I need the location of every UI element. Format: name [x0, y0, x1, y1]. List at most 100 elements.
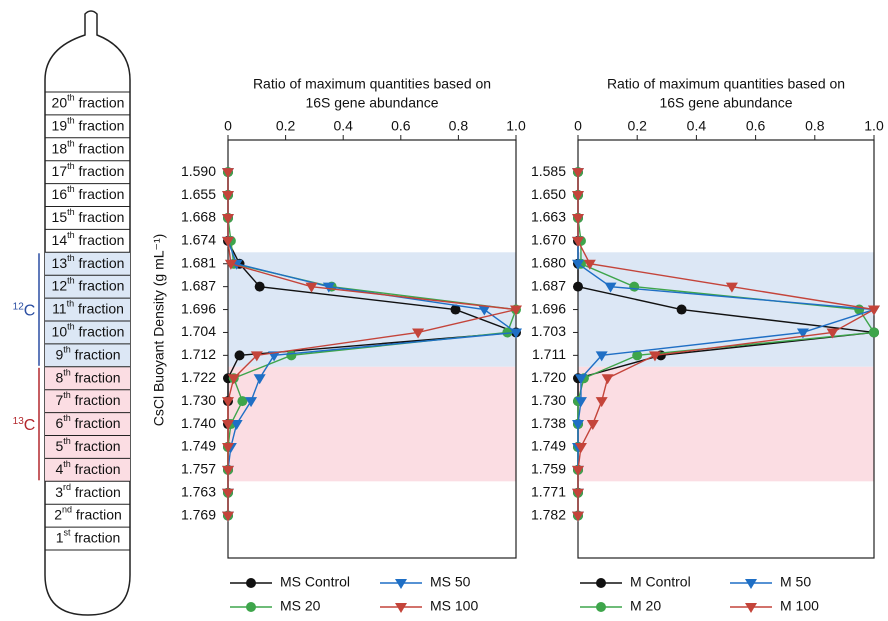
legend-marker	[745, 579, 757, 589]
y-tick-label: 1.687	[181, 277, 216, 293]
point	[572, 191, 584, 202]
fraction-number: 19	[52, 117, 68, 133]
fraction-suffix: st	[63, 528, 71, 538]
point	[254, 281, 265, 292]
fraction-label: 10th fraction	[52, 322, 125, 339]
point	[572, 259, 584, 270]
point	[222, 397, 234, 408]
point	[237, 396, 248, 407]
point	[222, 488, 234, 499]
fraction-label: 20th fraction	[52, 93, 125, 110]
legend-marker	[395, 603, 407, 613]
y-tick-label: 1.757	[181, 461, 216, 477]
point	[595, 397, 608, 408]
fraction-word: fraction	[78, 300, 124, 316]
y-tick-label: 1.711	[532, 346, 566, 362]
y-tick-label: 1.738	[531, 415, 566, 431]
point	[572, 213, 584, 224]
point	[322, 282, 335, 293]
point	[510, 328, 522, 339]
fraction-word: fraction	[75, 392, 121, 408]
plot-frame	[577, 139, 875, 559]
point	[629, 281, 640, 292]
legend-label: MS 20	[280, 598, 321, 614]
fraction-word: fraction	[76, 506, 122, 522]
point	[572, 168, 584, 179]
fraction-suffix: th	[67, 207, 75, 217]
y-tick-label: 1.674	[181, 232, 216, 248]
legend-label: MS Control	[280, 574, 350, 590]
fraction-label: 5th fraction	[55, 436, 120, 453]
fraction-suffix: th	[67, 253, 75, 263]
fraction-label: 6th fraction	[55, 413, 120, 430]
legend-label: M Control	[630, 574, 691, 590]
legend-marker	[395, 579, 407, 589]
fraction-word: fraction	[75, 369, 121, 385]
fraction-word: fraction	[75, 438, 121, 454]
y-tick-label: 1.769	[181, 506, 216, 522]
y-tick-label: 1.703	[531, 323, 566, 339]
y-tick-label: 1.730	[181, 392, 216, 408]
group-mass: 12	[13, 301, 25, 312]
y-tick-label: 1.670	[531, 232, 566, 248]
series-line	[227, 172, 517, 516]
point	[510, 305, 522, 316]
point	[572, 511, 584, 522]
fraction-word: fraction	[79, 186, 125, 202]
group-label: 12C	[13, 301, 36, 320]
y-tick-label: 1.749	[181, 438, 216, 454]
fraction-label: 7th fraction	[55, 391, 120, 408]
group-element: C	[24, 417, 36, 434]
y-tick-label: 1.771	[531, 483, 566, 499]
tube-band	[45, 252, 130, 367]
legend-label: M 20	[630, 598, 661, 614]
fraction-number: 16	[52, 186, 68, 202]
fraction-number: 20	[52, 94, 68, 110]
fraction-word: fraction	[79, 254, 125, 270]
legend-marker	[246, 578, 256, 588]
fraction-label: 12th fraction	[52, 276, 125, 293]
point	[574, 374, 587, 385]
legend-marker	[596, 602, 606, 612]
fraction-number: 18	[52, 140, 68, 156]
fraction-word: fraction	[74, 529, 120, 545]
x-tick-label: 0.4	[687, 118, 707, 134]
fraction-number: 14	[52, 232, 68, 248]
group-mass: 13	[13, 416, 25, 427]
y-tick-label: 1.730	[531, 392, 566, 408]
fraction-number: 4	[55, 461, 63, 477]
x-tick-label: 0	[224, 118, 232, 134]
point	[412, 328, 425, 339]
chart-title: Ratio of maximum quantities based on	[253, 76, 491, 92]
x-tick-label: 0.6	[746, 118, 766, 134]
point	[574, 442, 587, 453]
y-tick-label: 1.680	[531, 254, 566, 270]
fraction-word: fraction	[79, 209, 125, 225]
fraction-label: 16th fraction	[52, 184, 125, 201]
fraction-suffix: th	[67, 93, 75, 103]
fraction-number: 6	[55, 415, 63, 431]
fraction-number: 17	[52, 163, 68, 179]
point	[648, 351, 661, 362]
fraction-number: 1	[56, 529, 64, 545]
fraction-suffix: th	[67, 230, 75, 240]
fraction-number: 8	[55, 369, 63, 385]
y-tick-label: 1.740	[181, 415, 216, 431]
fraction-number: 11	[52, 300, 67, 316]
x-tick-label: 1.0	[864, 118, 884, 134]
fraction-suffix: th	[67, 116, 75, 126]
point	[222, 465, 234, 476]
fraction-suffix: th	[67, 322, 75, 332]
plot-frame	[227, 139, 517, 559]
point	[222, 511, 234, 522]
fraction-suffix: th	[63, 436, 71, 446]
series-line	[577, 172, 877, 516]
point	[222, 442, 234, 453]
fraction-suffix: th	[67, 162, 75, 172]
fraction-word: fraction	[79, 163, 125, 179]
fraction-label: 2nd fraction	[54, 505, 122, 522]
fraction-label: 15th fraction	[52, 207, 125, 224]
y-tick-label: 1.763	[181, 483, 216, 499]
y-tick-label: 1.663	[531, 209, 566, 225]
fraction-label: 11th fraction	[52, 299, 124, 316]
